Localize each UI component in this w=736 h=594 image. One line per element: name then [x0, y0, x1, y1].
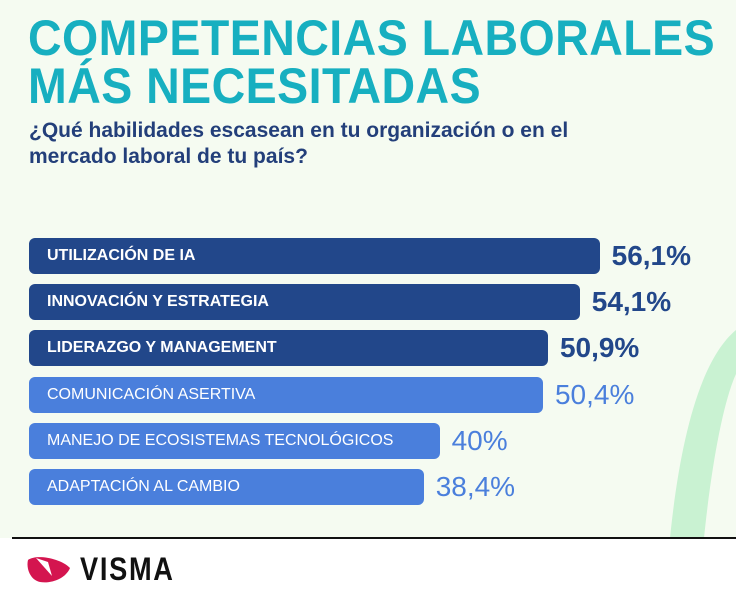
bar-label: COMUNICACIÓN ASERTIVA — [47, 385, 256, 403]
bar-label: UTILIZACIÓN DE IA — [47, 247, 196, 264]
value-label: 50,4% — [554, 378, 635, 410]
infographic-card: COMPETENCIAS LABORALES MÁS NECESITADAS ¿Q… — [0, 0, 736, 538]
value-label: 56,1% — [611, 240, 692, 271]
value-label: 50,9% — [559, 332, 640, 364]
subtitle: ¿Qué habilidades escasean en tu organiza… — [29, 119, 569, 168]
bar: LIDERAZGO Y MANAGEMENT — [29, 330, 548, 367]
brand-name: VISMA — [80, 551, 175, 587]
value-label: 54,1% — [591, 286, 672, 318]
visma-swoosh-icon — [27, 557, 70, 583]
bar: MANEJO DE ECOSISTEMAS TECNOLÓGICOS — [29, 422, 440, 459]
title-line-2: MÁS NECESITADAS — [28, 58, 482, 114]
title-line-1: COMPETENCIAS LABORALES — [28, 10, 716, 66]
value-label: 38,4% — [435, 471, 516, 502]
page-title: COMPETENCIAS LABORALES MÁS NECESITADAS — [28, 13, 715, 111]
bar-label: MANEJO DE ECOSISTEMAS TECNOLÓGICOS — [47, 431, 394, 449]
bar: ADAPTACIÓN AL CAMBIO — [29, 469, 424, 505]
visma-logo: VISMA — [26, 552, 191, 586]
decorative-arc — [670, 330, 736, 538]
divider — [12, 537, 736, 539]
bar-label: INNOVACIÓN Y ESTRATEGIA — [47, 293, 269, 311]
bar-label: ADAPTACIÓN AL CAMBIO — [47, 478, 240, 495]
bar-label: LIDERAZGO Y MANAGEMENT — [47, 339, 277, 357]
bar: INNOVACIÓN Y ESTRATEGIA — [29, 284, 580, 321]
bar: UTILIZACIÓN DE IA — [29, 238, 600, 274]
value-label: 40% — [451, 424, 508, 456]
bar: COMUNICACIÓN ASERTIVA — [29, 376, 543, 413]
